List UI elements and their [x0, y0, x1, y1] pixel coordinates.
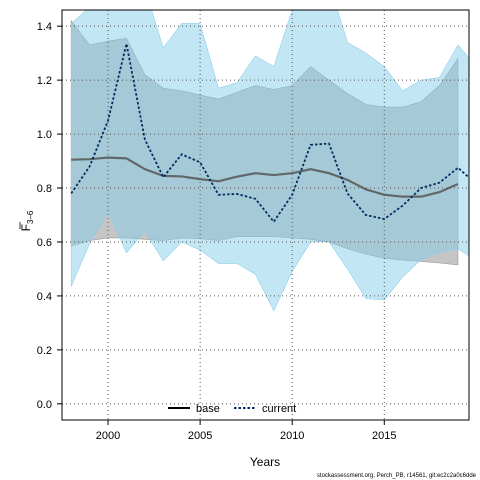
y-tick-label: 1.2	[37, 75, 52, 87]
legend-label-base: base	[196, 403, 220, 415]
y-axis-ticks: 0.0 0.2 0.4 0.6 0.8 1.0 1.2 1.4	[37, 21, 62, 411]
y-tick-label: 0.8	[37, 183, 52, 195]
x-axis-title: Years	[250, 455, 280, 469]
x-tick-label: 2010	[280, 430, 304, 442]
y-tick-label: 1.0	[37, 129, 52, 141]
line-current	[70, 43, 469, 224]
y-axis-title-sub: 3–6	[26, 210, 35, 224]
band-current	[70, 10, 469, 312]
x-tick-label: 2015	[372, 430, 396, 442]
legend: base current	[168, 403, 296, 415]
y-tick-label: 0.6	[37, 237, 52, 249]
series-lines	[70, 43, 469, 224]
y-tick-label: 0.4	[37, 291, 52, 303]
svg-text:F3–6: F3–6	[19, 210, 35, 231]
x-tick-label: 2000	[96, 430, 120, 442]
grid-lines	[62, 10, 469, 420]
line-base	[71, 156, 459, 198]
y-tick-label: 1.4	[37, 21, 52, 33]
legend-label-current: current	[262, 403, 296, 415]
footer-text: stockassessment.org, Perch_PB, r14561, g…	[317, 473, 477, 479]
x-tick-label: 2005	[188, 430, 212, 442]
plot-frame	[61, 9, 470, 421]
y-tick-label: 0.2	[37, 345, 52, 357]
confidence-bands	[70, 10, 469, 312]
x-axis-ticks: 2000 2005 2010 2015	[96, 420, 397, 442]
y-tick-label: 0.0	[37, 399, 52, 411]
y-axis-title-main: F	[19, 224, 33, 231]
y-axis-title: F3–6	[19, 210, 35, 231]
